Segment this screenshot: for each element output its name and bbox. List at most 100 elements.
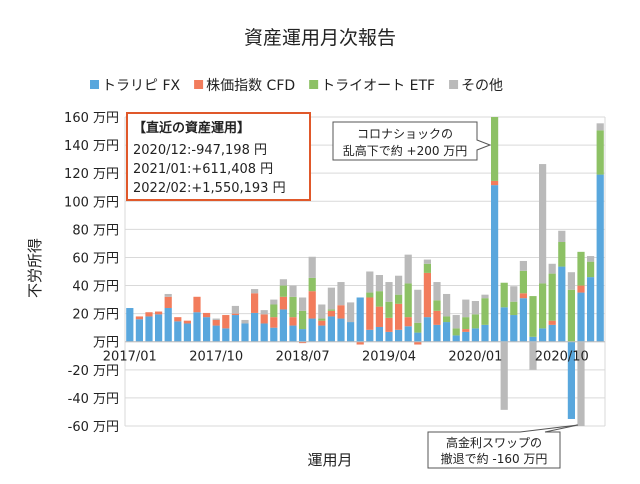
- legend-swatch: [309, 80, 319, 89]
- legend-swatch: [194, 80, 204, 89]
- bar-segment-2019/06-s2: [404, 283, 412, 318]
- callout-line: 撤退で約 -160 万円: [441, 451, 548, 466]
- bar-segment-2017/10-s0: [212, 325, 220, 342]
- bar-segment-2020/07-s3: [529, 341, 537, 370]
- bar-segment-2020/03-s1: [491, 180, 499, 186]
- bar-segment-2020/01-s0: [471, 328, 479, 342]
- bar-segment-2017/02-s0: [135, 319, 143, 342]
- bar-segment-2019/01-s0: [356, 297, 364, 342]
- bar-segment-2017/01-s0: [126, 308, 134, 342]
- chart-title: 資産運用月次報告: [244, 27, 396, 49]
- bar-segment-2021/01-s0: [587, 277, 595, 342]
- bar-segment-2017/08-s0: [193, 312, 201, 342]
- y-tick-label: -40 万円: [68, 392, 119, 407]
- info-box-line: 2021/01:+611,408 円: [133, 162, 273, 177]
- bar-segment-2018/09-s1: [318, 320, 326, 326]
- bar-segment-2017/02-s1: [135, 316, 143, 320]
- bar-segment-2019/04-s3: [385, 282, 393, 302]
- bar-segment-2018/07-s1: [299, 341, 307, 344]
- bar-segment-2019/06-s1: [404, 317, 412, 327]
- bar-segment-2017/09-s0: [203, 317, 211, 342]
- bar-segment-2019/02-s1: [366, 297, 374, 330]
- bar-segment-2020/05-s3: [510, 286, 518, 302]
- y-tick-label: 万円: [93, 336, 119, 351]
- bar-segment-2018/08-s0: [308, 318, 316, 342]
- bar-segment-2017/12-s3: [231, 305, 239, 314]
- bar-segment-2018/12-s0: [347, 322, 355, 342]
- x-tick-label: 2017/10: [189, 350, 243, 365]
- x-axis-ticks: 2017/01 2017/10 2018/07 2019/04 2020/01 2020/…: [103, 350, 589, 365]
- bar-segment-2018/03-s3: [260, 310, 268, 315]
- legend-swatch: [449, 80, 459, 89]
- bar-segment-2020/10-s0: [558, 266, 566, 342]
- callout-line: コロナショックの: [357, 127, 453, 141]
- bar-segment-2020/04-s3: [500, 341, 508, 410]
- bar-segment-2020/06-s1: [519, 293, 527, 299]
- bar-segment-2018/04-s2: [270, 304, 278, 318]
- bar-segment-2019/06-s3: [404, 254, 412, 284]
- bar-segment-2018/04-s3: [270, 299, 278, 305]
- bars: [125, 117, 605, 426]
- bar-segment-2018/07-s2: [299, 310, 307, 330]
- bar-segment-2019/09-s3: [433, 282, 441, 301]
- bar-segment-2018/10-s3: [327, 287, 335, 310]
- bar-segment-2020/12-s3: [577, 341, 585, 426]
- bar-segment-2017/06-s0: [174, 321, 182, 342]
- callout-swap: 高金利スワップの 撤退で約 -160 万円: [427, 424, 579, 469]
- bar-segment-2017/05-s0: [164, 308, 172, 342]
- bar-segment-2020/07-s0: [529, 336, 537, 342]
- x-tick-label: 2019/04: [362, 350, 416, 365]
- bar-segment-2017/12-s1: [231, 313, 239, 316]
- y-tick-label: 40 万円: [72, 280, 119, 295]
- bar-segment-2018/08-s3: [308, 256, 316, 278]
- info-box-line: 2020/12:-947,198 円: [133, 143, 267, 158]
- bar-segment-2019/12-s0: [462, 331, 470, 342]
- bar-segment-2018/06-s3: [289, 285, 297, 297]
- y-tick-label: -60 万円: [68, 420, 119, 435]
- bar-segment-2020/12-s1: [577, 285, 585, 293]
- bar-segment-2019/03-s2: [375, 291, 383, 307]
- bar-segment-2018/04-s1: [270, 317, 278, 328]
- bar-segment-2018/07-s3: [299, 297, 307, 311]
- bar-segment-2018/05-s0: [279, 309, 287, 342]
- bar-segment-2019/08-s1: [423, 272, 431, 318]
- bar-segment-2018/07-s0: [299, 329, 307, 342]
- legend-swatch: [90, 80, 99, 89]
- bar-segment-2019/06-s0: [404, 326, 412, 342]
- bar-segment-2017/09-s1: [203, 312, 211, 318]
- bar-segment-2017/03-s0: [145, 316, 153, 342]
- callout-corona: コロナショックの 乱高下で約 +200 万円: [332, 121, 492, 161]
- bar-segment-2017/04-s1: [155, 311, 163, 315]
- bar-segment-2019/01-s1: [356, 341, 364, 345]
- bar-segment-2020/05-s2: [510, 301, 518, 316]
- bar-segment-2017/07-s1: [183, 320, 191, 324]
- bar-segment-2019/10-s3: [443, 293, 451, 317]
- info-box-title: 【直近の資産運用】: [133, 120, 250, 136]
- x-axis-label: 運用月: [307, 451, 352, 469]
- legend-label: 株価指数 CFD: [206, 78, 295, 94]
- bar-segment-2018/06-s1: [289, 317, 297, 326]
- bar-segment-2018/02-s1: [251, 293, 259, 313]
- bar-segment-2019/12-s3: [462, 299, 470, 318]
- bar-segment-2018/05-s1: [279, 296, 287, 310]
- bar-segment-2020/06-s3: [519, 260, 527, 271]
- bar-segment-2019/07-s3: [414, 289, 422, 323]
- bar-segment-2017/05-s1: [164, 296, 172, 309]
- bar-segment-2020/09-s0: [548, 324, 556, 342]
- bar-segment-2019/08-s3: [423, 259, 431, 264]
- bar-segment-2019/03-s3: [375, 275, 383, 292]
- bar-segment-2020/03-s2: [491, 117, 499, 181]
- bar-segment-2017/11-s1: [222, 315, 230, 329]
- bar-segment-2019/04-s1: [385, 317, 393, 332]
- bar-segment-2020/07-s2: [529, 296, 537, 337]
- bar-segment-2017/10-s3: [212, 318, 220, 320]
- bar-segment-2019/10-s2: [443, 316, 451, 323]
- bar-segment-2017/12-s0: [231, 315, 239, 342]
- bar-segment-2018/10-s1: [327, 310, 335, 317]
- bar-segment-2021/02-s2: [596, 130, 604, 175]
- y-axis-ticks: -60 万円 -40 万円 -20 万円 万円 20 万円 40 万円 60 万円 80 万円…: [64, 111, 119, 435]
- bar-segment-2019/04-s0: [385, 331, 393, 342]
- bar-segment-2020/12-s2: [577, 251, 585, 286]
- bar-segment-2019/08-s0: [423, 317, 431, 342]
- bar-segment-2020/09-s3: [548, 263, 556, 274]
